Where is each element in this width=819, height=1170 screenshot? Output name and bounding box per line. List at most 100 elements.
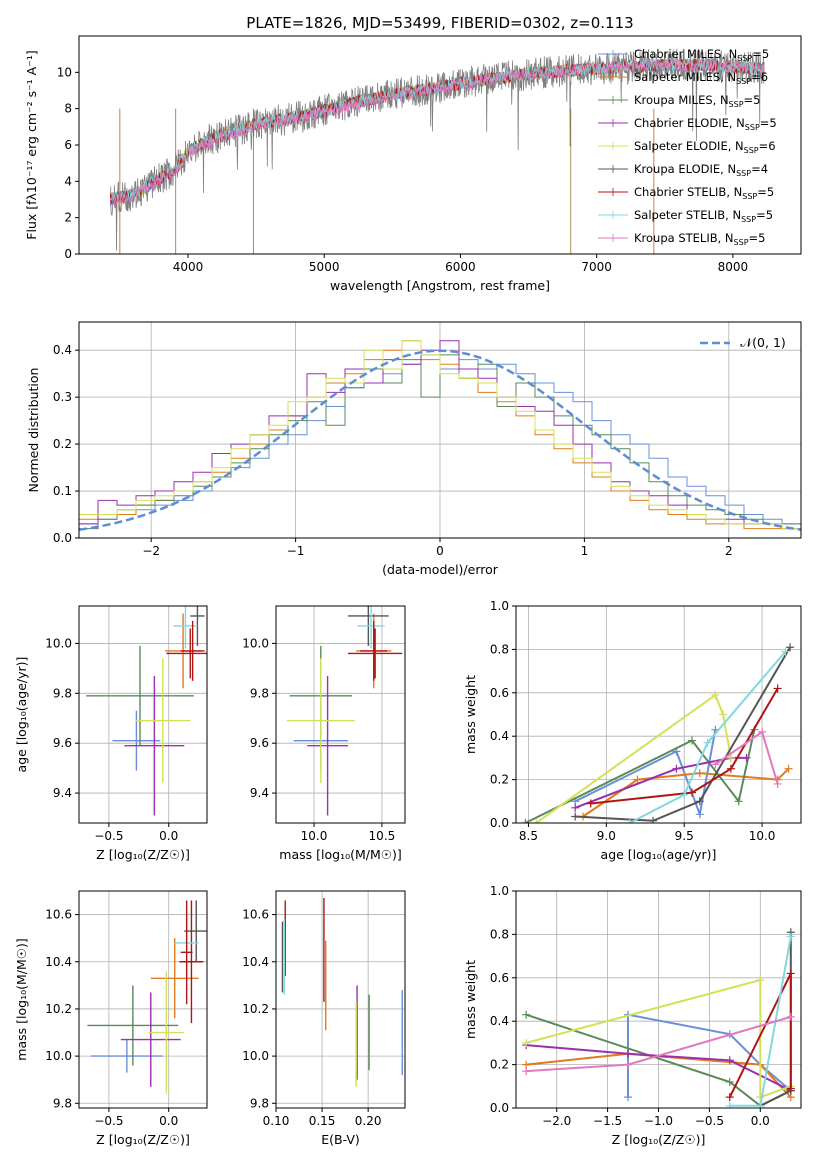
weight-marker (758, 727, 767, 736)
errorbar-point (86, 645, 194, 746)
x-tick-label: 0.0 (159, 829, 178, 843)
y-tick-label: 10.0 (45, 1049, 72, 1063)
axes-frame (275, 890, 406, 1109)
plot-area (521, 643, 795, 823)
errorbar-point (87, 985, 179, 1066)
weight-marker (695, 769, 704, 778)
x-tick-label: 9.5 (675, 829, 694, 843)
weight-marker (725, 1101, 734, 1108)
weight-marker (711, 690, 720, 699)
weight-marker (756, 1101, 765, 1108)
weight-marker (532, 819, 541, 823)
weight-marker (687, 736, 696, 745)
errorbar-point (347, 606, 389, 646)
y-axis-label: mass weight (463, 675, 478, 754)
x-axis-label: Z [log₁₀(Z/Z☉)] (612, 1132, 706, 1147)
weight-marker (773, 779, 782, 788)
legend-label: Kroupa MILES, NSSP=5 (634, 93, 760, 109)
y-tick-label: 10.4 (45, 955, 72, 969)
legend-label: Salpeter ELODIE, NSSP=6 (634, 139, 776, 155)
weight-marker (649, 816, 658, 823)
errorbar-point (360, 620, 388, 681)
weight-marker (703, 738, 712, 747)
y-tick-label: 9.8 (250, 686, 269, 700)
weight-vs-z-panel: −2.0 −1.5 −1.0 −0.5 0.0 0.0 0.2 0.4 0.6 0.8 1.0 Z [… (463, 884, 802, 1147)
errorbar-point (135, 658, 191, 784)
y-tick-label: 9.8 (53, 1096, 72, 1110)
y-axis-label: age [log₁₀(age/yr)] (14, 657, 29, 773)
x-tick-label: 1 (581, 544, 589, 558)
axes-frame (78, 605, 208, 824)
errorbar-point (180, 620, 205, 681)
chart-title: PLATE=1826, MJD=53499, FIBERID=0302, z=0… (246, 14, 633, 32)
weight-series-line (574, 729, 717, 819)
plot-area (281, 898, 403, 1087)
legend-label: Chabrier ELODIE, NSSP=5 (634, 116, 777, 132)
x-tick-label: −0.5 (94, 1114, 123, 1128)
axes-frame (78, 890, 208, 1109)
axes-frame (515, 605, 802, 824)
weight-marker (786, 1084, 795, 1093)
y-tick-label: 0.0 (53, 531, 72, 545)
errorbar-point (124, 675, 185, 816)
weight-marker (734, 797, 743, 806)
legend-label: Salpeter STELIB, NSSP=5 (634, 208, 773, 224)
weight-marker (680, 790, 689, 799)
weight-marker (773, 684, 782, 693)
legend-label: Salpeter MILES, NSSP=6 (634, 70, 768, 86)
y-tick-label: 0.2 (490, 773, 509, 787)
weight-marker (623, 1049, 632, 1058)
x-axis-label: wavelength [Angstrom, rest frame] (330, 278, 550, 293)
y-tick-label: 2 (64, 211, 72, 225)
weight-marker (571, 812, 580, 821)
x-tick-label: 0.10 (263, 1114, 290, 1128)
weight-series-line (575, 646, 791, 822)
y-tick-label: 1.0 (490, 884, 509, 898)
x-tick-label: 6000 (445, 260, 476, 274)
errorbar-point (173, 606, 198, 649)
weight-marker (672, 764, 681, 773)
weight-marker (623, 1060, 632, 1069)
weight-marker (633, 775, 642, 784)
y-tick-label: 10 (57, 65, 72, 79)
y-tick-label: 10.2 (242, 1002, 269, 1016)
weight-series-line (590, 687, 779, 805)
x-tick-label: 4000 (173, 260, 204, 274)
errorbar-point (286, 658, 355, 784)
y-tick-label: 10.6 (45, 908, 72, 922)
y-tick-label: 0.4 (53, 343, 72, 357)
legend-label: 𝒩(0, 1) (740, 335, 786, 350)
weight-marker (786, 969, 795, 978)
y-axis-label: Normed distribution (26, 368, 41, 493)
weight-marker (711, 760, 720, 769)
plot-area (286, 606, 403, 816)
x-axis-label: E(B-V) (321, 1132, 360, 1147)
histogram-step (79, 354, 801, 530)
weight-series-line (574, 756, 747, 809)
y-axis-label: mass weight (463, 960, 478, 1039)
weight-vs-age-panel: 8.5 9.0 9.5 10.0 0.0 0.2 0.4 0.6 0.8 1.0 age [log₁… (463, 599, 802, 862)
y-tick-label: 10.0 (45, 636, 72, 650)
x-tick-label: 7000 (581, 260, 612, 274)
errorbar-point (150, 938, 199, 1019)
spectrum-series-line (109, 57, 765, 206)
y-tick-label: 6 (64, 138, 72, 152)
errorbar-point (112, 710, 161, 771)
y-tick-label: 10.0 (242, 1049, 269, 1063)
age-vs-z-panel: −0.5 0.0 9.4 9.6 9.8 10.0 Z [log₁₀(Z/Z☉)] age [… (14, 605, 208, 862)
y-tick-label: 0.4 (490, 729, 509, 743)
x-tick-label: 10.0 (301, 829, 328, 843)
x-axis-label: Z [log₁₀(Z/Z☉)] (96, 1132, 190, 1147)
errorbar-point (307, 675, 348, 816)
x-tick-label: −0.5 (94, 829, 123, 843)
plot-area (87, 900, 207, 1094)
weight-marker (521, 819, 530, 823)
weight-marker (571, 803, 580, 812)
x-tick-label: 0.20 (355, 1114, 382, 1128)
errorbar-point (184, 900, 207, 962)
weight-marker (786, 1012, 795, 1021)
y-tick-label: 9.8 (250, 1096, 269, 1110)
errorbar-point (179, 900, 204, 1024)
y-tick-label: 9.6 (53, 736, 72, 750)
